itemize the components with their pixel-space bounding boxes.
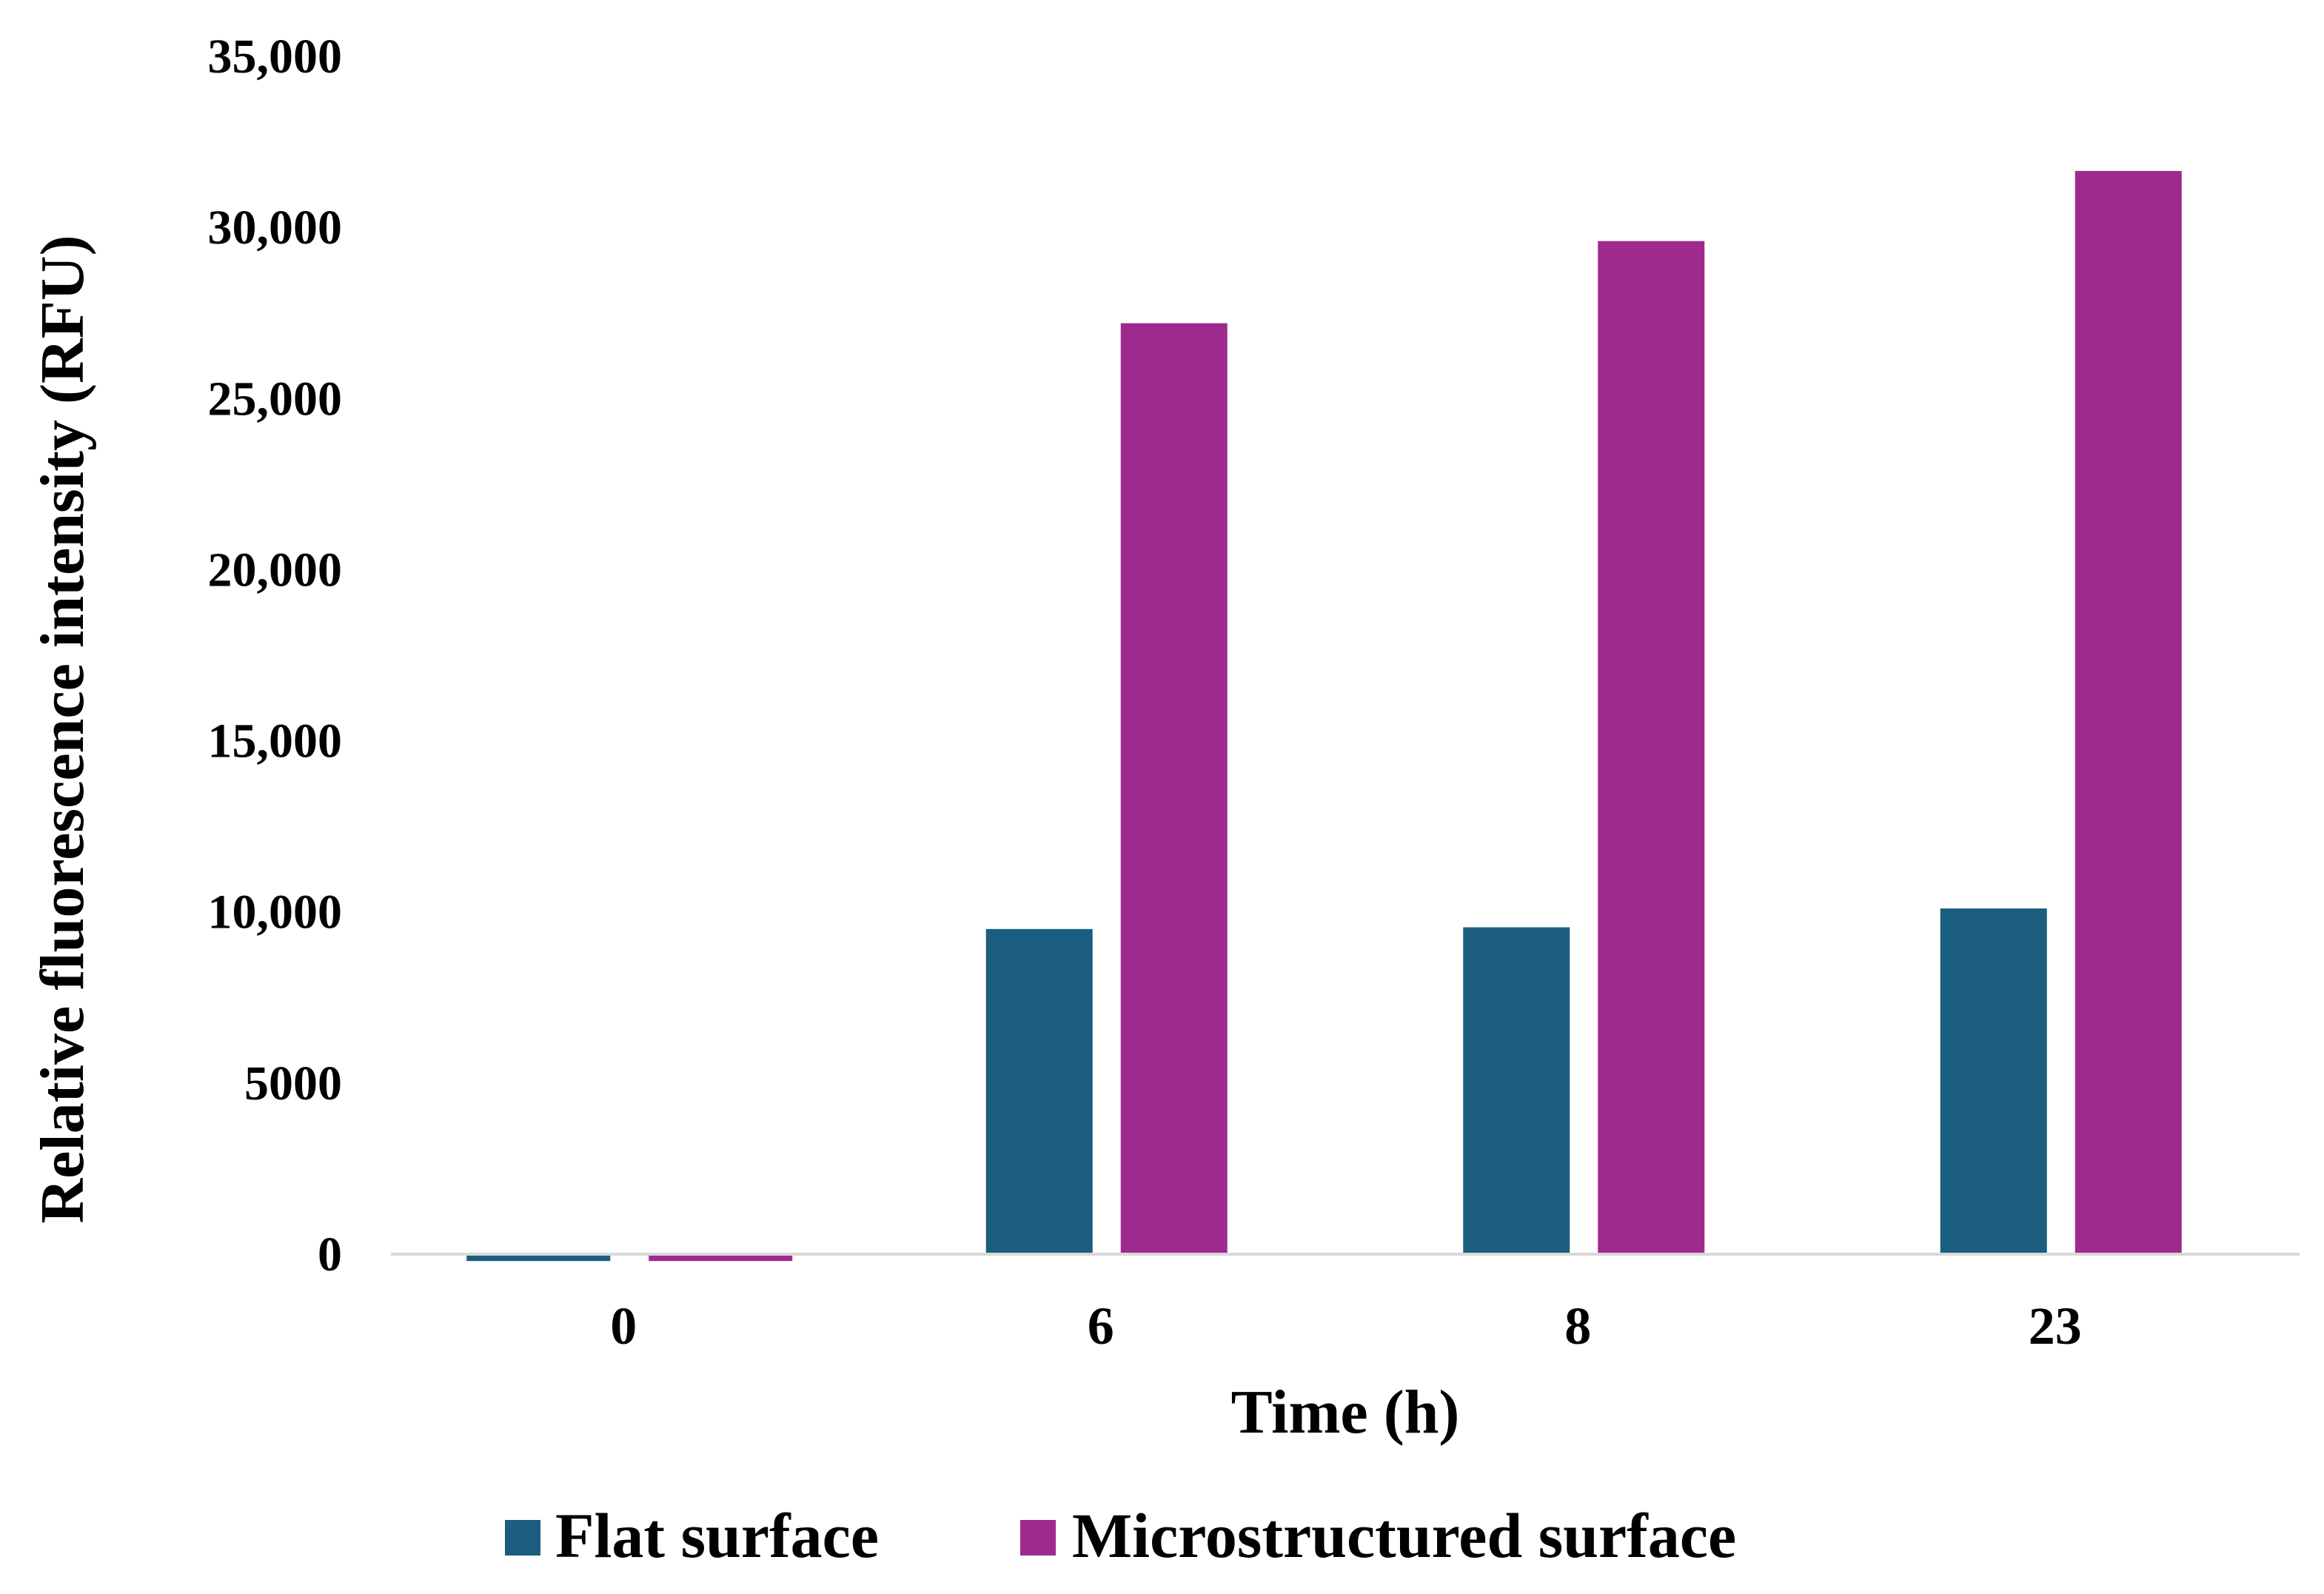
bar-flat-surface-0 xyxy=(466,1254,611,1262)
x-tick-label: 23 xyxy=(2029,1296,2082,1356)
y-tick-label: 25,000 xyxy=(208,372,343,426)
y-tick-label: 30,000 xyxy=(208,201,343,255)
legend-label-flat-surface: Flat surface xyxy=(555,1500,879,1571)
y-tick-labels: 0 5000 10,000 15,000 20,000 25,000 30,000 35,00… xyxy=(208,30,343,1282)
x-tick-label: 8 xyxy=(1564,1296,1591,1356)
y-tick-label: 10,000 xyxy=(208,885,343,940)
bars-group xyxy=(466,170,2182,1262)
y-tick-label: 5000 xyxy=(244,1056,342,1111)
x-tick-label: 6 xyxy=(1088,1296,1114,1356)
legend: Flat surface Microstructured surface xyxy=(505,1500,1736,1571)
bar-flat-surface-23 xyxy=(1940,908,2047,1254)
y-axis-title: Relative fluorescence intensity (RFU) xyxy=(28,235,97,1223)
x-tick-labels: 0 6 8 23 xyxy=(610,1296,2082,1356)
y-tick-label: 0 xyxy=(318,1228,342,1282)
legend-label-microstructured-surface: Microstructured surface xyxy=(1072,1500,1736,1571)
legend-swatch-flat-surface xyxy=(505,1520,540,1556)
bar-microstructured-surface-23 xyxy=(2074,170,2182,1254)
legend-swatch-microstructured-surface xyxy=(1020,1520,1056,1556)
bar-flat-surface-8 xyxy=(1463,927,1570,1254)
x-tick-label: 0 xyxy=(610,1296,637,1356)
bar-microstructured-surface-0 xyxy=(649,1254,793,1262)
y-tick-label: 15,000 xyxy=(208,714,343,768)
y-tick-label: 35,000 xyxy=(208,30,343,84)
y-tick-label: 20,000 xyxy=(208,543,343,597)
bar-microstructured-surface-8 xyxy=(1598,241,1705,1254)
bar-microstructured-surface-6 xyxy=(1120,323,1228,1254)
bar-flat-surface-6 xyxy=(985,928,1093,1254)
x-axis-title: Time (h) xyxy=(1231,1378,1460,1447)
